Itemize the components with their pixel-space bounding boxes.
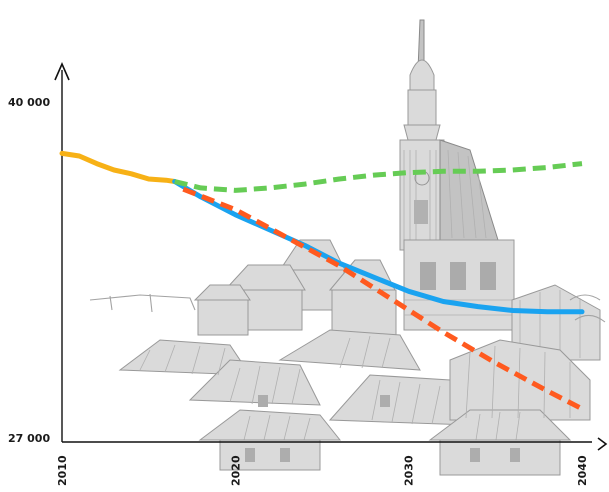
x-axis-ticks: 2010 2020 2030 2040 bbox=[56, 455, 589, 486]
y-tick-label: 40 000 bbox=[8, 96, 50, 109]
x-tick-label: 2030 bbox=[403, 455, 416, 486]
series-line-0 bbox=[59, 150, 178, 184]
y-tick-label: 27 000 bbox=[8, 432, 50, 445]
x-tick-label: 2010 bbox=[56, 455, 69, 486]
series-line-1 bbox=[172, 179, 585, 315]
x-tick-label: 2020 bbox=[229, 455, 242, 486]
series-layer bbox=[59, 150, 585, 412]
series-line-2 bbox=[174, 161, 583, 193]
x-tick-label: 2040 bbox=[576, 455, 589, 486]
town-sketch-illustration bbox=[89, 19, 606, 476]
x-axis-arrow bbox=[597, 437, 608, 451]
y-axis-ticks: 27 000 40 000 bbox=[8, 96, 50, 445]
y-axis-arrow bbox=[54, 62, 70, 81]
chart-axes bbox=[54, 62, 608, 451]
